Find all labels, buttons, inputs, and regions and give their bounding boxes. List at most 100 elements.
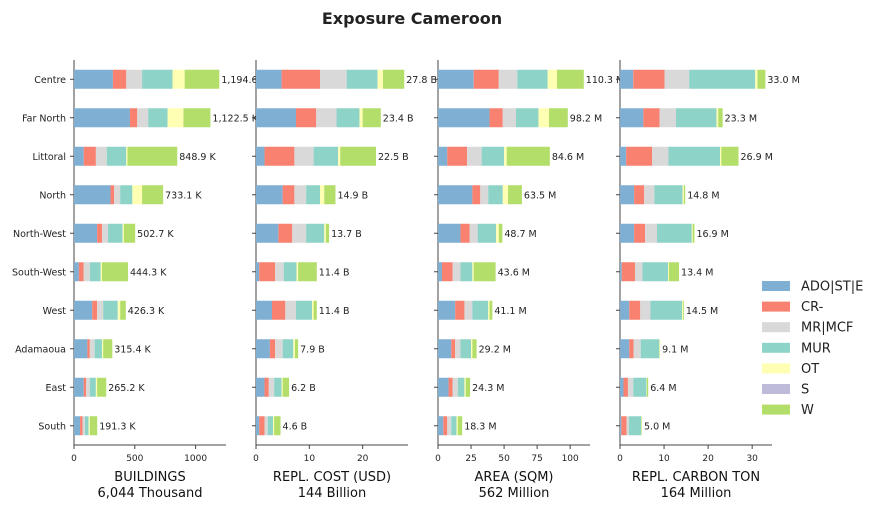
bar-segment-MR|MCF bbox=[86, 377, 90, 397]
bar-segment-CR- bbox=[441, 262, 453, 282]
legend-label: MR|MCF bbox=[801, 321, 853, 336]
x-tick-label: 0 bbox=[71, 454, 77, 464]
bar-segment-OT bbox=[502, 185, 509, 205]
value-label: 110.3 M bbox=[586, 75, 624, 86]
bar-segment-MUR bbox=[689, 69, 756, 89]
panel-1: 0 10 20 27.8 B 23.4 B 22.5 B 14.9 B 13.7 B 11.4 … bbox=[252, 60, 437, 501]
value-label: 24.3 M bbox=[472, 383, 504, 394]
bar-segment-W bbox=[313, 300, 317, 320]
bar-segment-ADO|ST|E bbox=[256, 223, 279, 243]
bar-segment-W bbox=[489, 300, 493, 320]
bar-segment-OT bbox=[293, 339, 295, 359]
bar-segment-MUR bbox=[650, 300, 683, 320]
bar-segment-OT bbox=[312, 300, 314, 320]
value-label: 733.1 K bbox=[165, 190, 202, 201]
bar-segment-MR|MCF bbox=[83, 262, 90, 282]
bar-segment-CR- bbox=[448, 377, 453, 397]
panel-0: 0 500 1000 Centre 1,194.6 K Far North 1,122.5 … bbox=[12, 60, 268, 501]
bar-segment-CR- bbox=[282, 185, 295, 205]
bar-segment-OT bbox=[464, 377, 466, 397]
value-label: 13.4 M bbox=[681, 267, 713, 278]
x-tick-label: 0 bbox=[435, 454, 441, 464]
bar-segment-MR|MCF bbox=[640, 300, 651, 320]
value-label: 1,122.5 K bbox=[212, 113, 258, 124]
bar-segment-ADO|ST|E bbox=[256, 146, 265, 166]
bar-segment-W bbox=[103, 339, 113, 359]
bar-segment-OT bbox=[172, 69, 185, 89]
bar-segment-MUR bbox=[477, 223, 497, 243]
x-tick-label: 50 bbox=[498, 454, 510, 464]
bar-segment-ADO|ST|E bbox=[256, 108, 296, 128]
bar-segment-W bbox=[683, 185, 686, 205]
bar-segment-W bbox=[506, 146, 550, 166]
legend-swatch bbox=[762, 281, 790, 291]
x-tick-label: 75 bbox=[531, 454, 542, 464]
legend-swatch bbox=[762, 404, 790, 415]
bar-segment-MR|MCF bbox=[652, 146, 669, 166]
value-label: 22.5 B bbox=[378, 152, 409, 163]
bar-segment-MR|MCF bbox=[101, 223, 109, 243]
x-axis-label: REPL. COST (USD) bbox=[273, 470, 391, 485]
bar-segment-ADO|ST|E bbox=[74, 300, 93, 320]
bar-segment-W bbox=[325, 223, 330, 243]
bar-segment-MUR bbox=[654, 185, 683, 205]
bar-segment-W bbox=[721, 146, 739, 166]
legend-item: MUR bbox=[762, 341, 831, 356]
bar-segment-CR- bbox=[634, 185, 645, 205]
value-label: 18.3 M bbox=[464, 421, 496, 432]
bar-segment-MUR bbox=[313, 146, 339, 166]
chart-title: Exposure Cameroon bbox=[322, 9, 502, 28]
bar-segment-MR|MCF bbox=[95, 146, 107, 166]
bar-segment-CR- bbox=[472, 185, 481, 205]
x-axis-label: AREA (SQM) bbox=[474, 470, 553, 485]
bar-segment-ADO|ST|E bbox=[74, 146, 84, 166]
bar-segment-ADO|ST|E bbox=[438, 146, 448, 166]
bar-segment-W bbox=[142, 185, 164, 205]
bar-segment-MUR bbox=[640, 339, 660, 359]
panel-2: 0 25 50 75 100 110.3 M 98.2 M 84.6 M 63.5 M 48.7 … bbox=[434, 60, 624, 501]
bar-segment-MR|MCF bbox=[97, 300, 104, 320]
bar-segment-CR- bbox=[455, 300, 465, 320]
bar-segment-ADO|ST|E bbox=[620, 69, 634, 89]
bar-segment-CR- bbox=[129, 108, 138, 128]
bar-segment-OT bbox=[132, 185, 143, 205]
bar-segment-OT bbox=[691, 223, 693, 243]
bar-segment-ADO|ST|E bbox=[74, 223, 98, 243]
x-tick-label: 20 bbox=[357, 454, 369, 464]
bar-segment-OT bbox=[122, 223, 124, 243]
value-label: 14.9 B bbox=[337, 190, 368, 201]
bar-segment-OT bbox=[504, 146, 507, 166]
value-label: 84.6 M bbox=[552, 152, 584, 163]
bar-segment-CR- bbox=[489, 108, 503, 128]
bar-segment-OT bbox=[359, 108, 363, 128]
legend-label: OT bbox=[801, 362, 819, 377]
x-axis-total: 6,044 Thousand bbox=[98, 486, 203, 501]
bar-segment-OT bbox=[682, 185, 684, 205]
bar-segment-MUR bbox=[481, 146, 505, 166]
legend-item: ADO|ST|E bbox=[762, 280, 863, 295]
value-label: 43.6 M bbox=[498, 267, 530, 278]
bar-segment-ADO|ST|E bbox=[256, 377, 265, 397]
bar-segment-MUR bbox=[89, 377, 96, 397]
bar-segment-MR|MCF bbox=[633, 339, 641, 359]
bar-segment-ADO|ST|E bbox=[256, 300, 272, 320]
bar-segment-CR- bbox=[621, 262, 635, 282]
bar-segment-ADO|ST|E bbox=[74, 108, 130, 128]
bar-segment-MUR bbox=[457, 377, 465, 397]
bar-segment-CR- bbox=[97, 223, 102, 243]
bar-segment-W bbox=[646, 377, 649, 397]
bar-segment-OT bbox=[338, 146, 341, 166]
bar-segment-MR|MCF bbox=[114, 185, 121, 205]
bar-segment-CR- bbox=[626, 146, 653, 166]
bar-segment-CR- bbox=[621, 416, 627, 436]
category-label: Centre bbox=[34, 75, 66, 86]
value-label: 9.1 M bbox=[662, 344, 688, 355]
bar-segment-ADO|ST|E bbox=[438, 69, 474, 89]
bar-segment-W bbox=[382, 69, 405, 89]
x-tick-label: 1000 bbox=[184, 454, 207, 464]
bar-segment-ADO|ST|E bbox=[620, 300, 630, 320]
bar-segment-MR|MCF bbox=[294, 185, 307, 205]
bar-segment-MUR bbox=[633, 377, 647, 397]
bar-segment-MR|MCF bbox=[626, 416, 629, 436]
